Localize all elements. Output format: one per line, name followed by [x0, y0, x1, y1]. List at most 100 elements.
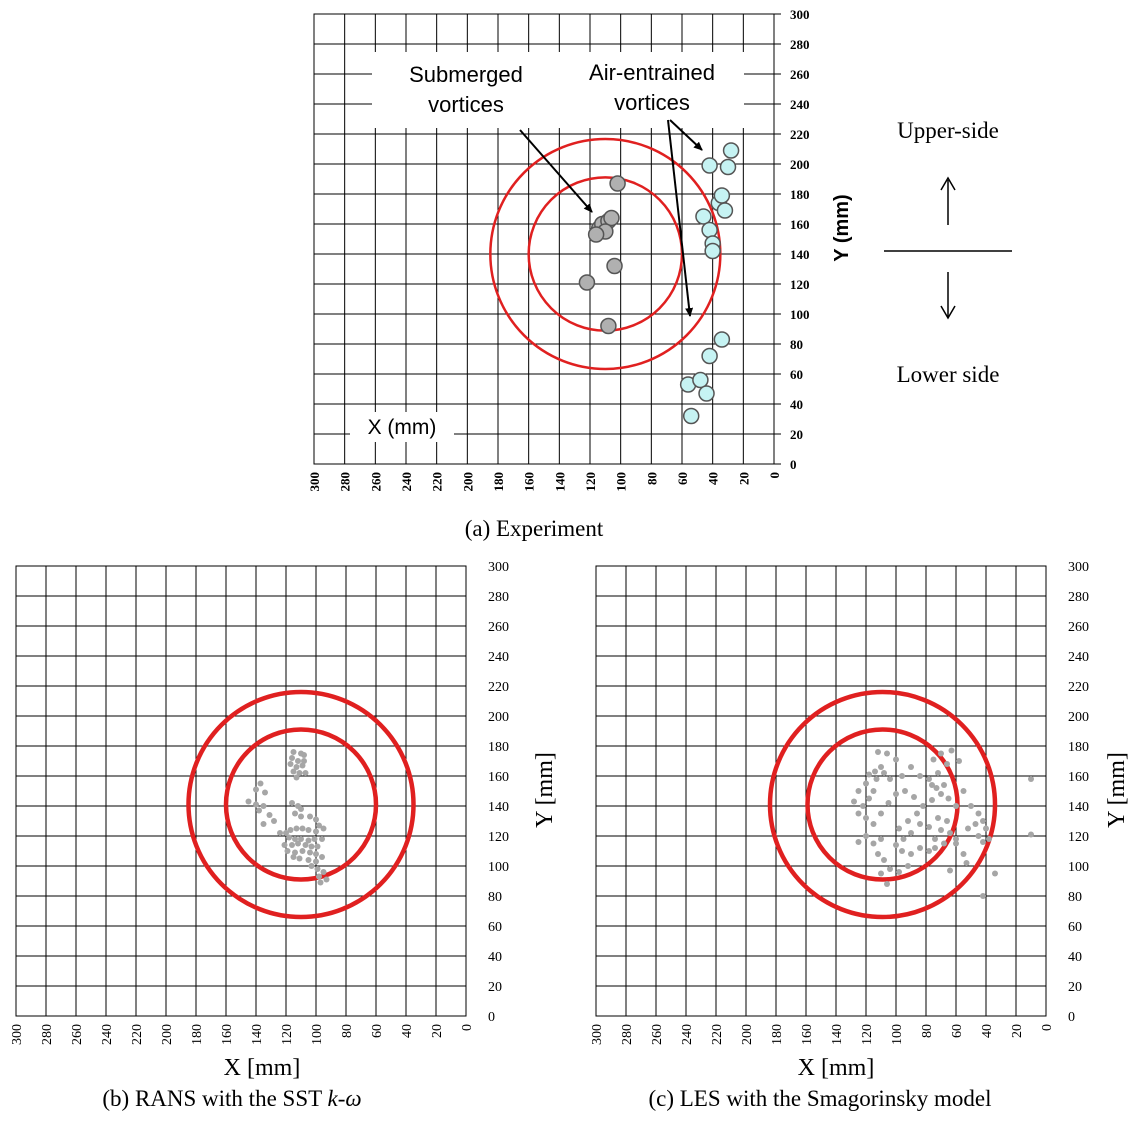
- data-point: [866, 795, 872, 802]
- data-point: [257, 780, 264, 787]
- y-tick-label: 20: [1068, 980, 1082, 995]
- y-tick-label: 100: [790, 307, 810, 322]
- data-point: [290, 768, 297, 775]
- data-point: [289, 800, 295, 806]
- data-point: [900, 836, 907, 842]
- arrow-submerged: [519, 129, 593, 213]
- data-point: [975, 810, 982, 817]
- x-tick-label: 20: [736, 472, 751, 485]
- data-point: [301, 752, 307, 758]
- annotation-submerged-line2: vortices: [428, 92, 504, 117]
- data-point: [578, 274, 596, 291]
- y-tick-label: 260: [1068, 620, 1089, 635]
- data-point: [290, 854, 297, 860]
- data-point: [277, 830, 283, 836]
- y-tick-label: 240: [1068, 650, 1089, 665]
- data-point: [292, 810, 298, 817]
- x-tick-label: 240: [680, 1024, 695, 1045]
- x-tick-label: 260: [70, 1024, 85, 1045]
- data-point: [926, 776, 932, 782]
- grid-c: [595, 565, 1047, 1017]
- data-point: [887, 866, 893, 872]
- data-point: [283, 830, 289, 836]
- data-point: [920, 803, 926, 809]
- data-point: [965, 825, 971, 832]
- data-point: [851, 798, 857, 805]
- x-tick-label: 200: [460, 472, 475, 492]
- caption-b-model: k-ω: [328, 1086, 362, 1111]
- data-point: [878, 870, 884, 877]
- grid-b: [15, 565, 467, 1017]
- x-tick-label: 140: [830, 1024, 845, 1045]
- data-point: [884, 881, 890, 887]
- xlabel-a: X (mm): [368, 416, 437, 439]
- caption-c: (c) LES with the Smagorinsky model: [648, 1086, 991, 1111]
- y-tick-label: 60: [1068, 920, 1082, 935]
- data-point: [289, 755, 295, 761]
- x-tick-label: 180: [770, 1024, 785, 1045]
- x-tick-label: 240: [100, 1024, 115, 1045]
- data-point: [682, 407, 700, 425]
- y-tick-label: 120: [1068, 830, 1089, 845]
- y-tick-label: 0: [1068, 1010, 1075, 1025]
- x-tick-label: 100: [310, 1024, 325, 1045]
- data-point: [863, 815, 869, 821]
- arrow-air-lower: [667, 119, 694, 317]
- y-tick-label: 200: [488, 710, 509, 725]
- data-point: [713, 187, 731, 204]
- data-point: [299, 848, 306, 854]
- data-point: [302, 842, 309, 848]
- y-tick-label: 100: [488, 860, 509, 875]
- data-point: [307, 849, 313, 856]
- y-tick-label: 260: [790, 67, 810, 82]
- x-tick-label: 120: [280, 1024, 295, 1045]
- x-tick-label: 40: [706, 472, 721, 485]
- data-point: [908, 851, 914, 857]
- data-point: [281, 842, 288, 848]
- x-tick-label: 280: [338, 472, 353, 492]
- data-point: [320, 869, 327, 875]
- xlabel-c: X [mm]: [798, 1055, 875, 1081]
- data-point: [722, 142, 740, 159]
- data-point: [875, 749, 881, 755]
- data-point: [885, 800, 892, 806]
- x-tick-label: 40: [400, 1024, 415, 1038]
- data-point: [908, 764, 914, 770]
- data-point: [941, 840, 947, 847]
- panel-experiment: 0204060801001201401601802002202402602803…: [307, 7, 853, 541]
- data-point: [298, 836, 304, 842]
- x-tick-label: 0: [1040, 1024, 1055, 1031]
- y-tick-label: 80: [1068, 890, 1082, 905]
- data-point: [319, 836, 325, 842]
- x-tick-label: 80: [920, 1024, 935, 1038]
- data-point: [298, 806, 304, 812]
- x-tick-label: 300: [10, 1024, 25, 1045]
- x-tick-label: 260: [650, 1024, 665, 1045]
- data-point: [293, 764, 300, 770]
- y-tick-label: 200: [790, 157, 810, 172]
- data-point: [314, 843, 321, 850]
- x-tick-label: 180: [491, 472, 506, 492]
- data-point: [308, 843, 315, 850]
- data-point: [262, 789, 268, 796]
- data-point: [902, 788, 908, 794]
- y-tick-label: 180: [790, 187, 810, 202]
- y-tick-label: 120: [488, 830, 509, 845]
- data-point: [938, 750, 944, 757]
- y-tick-label: 120: [790, 277, 810, 292]
- data-point: [1028, 831, 1034, 838]
- data-point: [948, 747, 955, 754]
- data-point: [960, 851, 967, 857]
- data-point: [293, 774, 300, 781]
- data-point: [953, 803, 959, 809]
- data-point: [305, 827, 312, 833]
- data-point: [975, 833, 982, 839]
- data-point: [881, 857, 887, 863]
- data-point: [893, 842, 899, 848]
- x-tick-label: 100: [614, 472, 629, 492]
- data-point: [963, 860, 970, 866]
- ylabel-b: Y [mm]: [532, 752, 558, 828]
- data-point: [917, 821, 923, 827]
- data-point: [980, 893, 986, 899]
- x-tick-label: 0: [460, 1024, 475, 1031]
